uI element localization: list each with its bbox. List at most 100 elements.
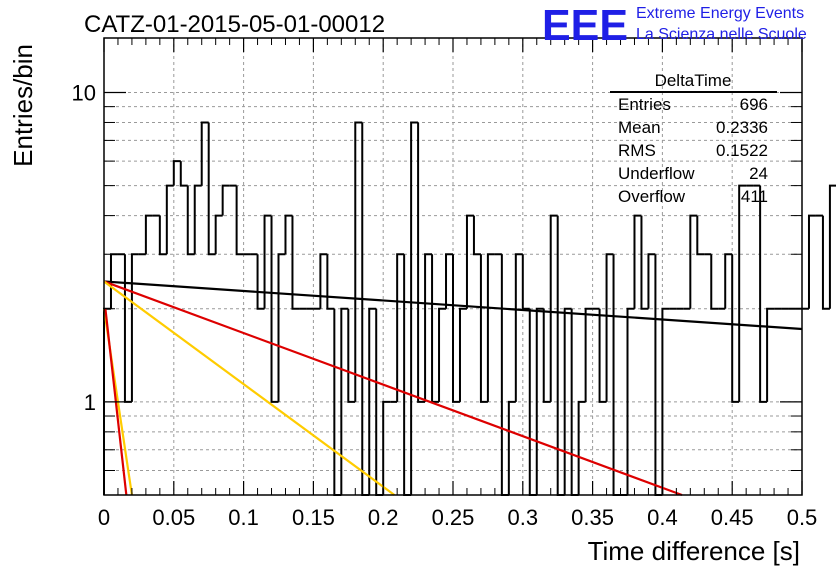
histogram-bin [821,215,830,310]
histogram-bin [598,308,607,403]
histogram-bin [291,215,300,310]
histogram-bin [696,215,705,256]
histogram-bin [452,254,460,403]
logo-mark: EEE [542,1,628,50]
histogram-bin [263,214,272,309]
histogram-bin [640,215,649,310]
x-tick-label: 0.45 [711,505,754,530]
histogram-bin [807,214,816,309]
histogram-bin [458,307,467,402]
stats-label-rms: RMS [618,141,656,160]
histogram-bin [340,307,349,495]
histogram-bin [270,215,279,403]
histogram-bin [577,400,586,495]
histogram-bin [200,121,209,186]
histogram-bin [731,254,740,403]
histogram-bin [172,160,181,186]
histogram-bin [410,121,419,495]
histogram-bin [556,215,565,496]
histogram-bin [179,161,188,187]
histogram-bin [347,308,356,403]
histogram-bin [549,214,558,402]
histogram-bin [759,185,768,403]
x-tick-label: 0.3 [508,505,539,530]
stats-value-entries: 696 [740,95,768,114]
stats-value-underflow: 24 [749,164,768,183]
histogram-bin [500,254,509,496]
histogram-bin [396,253,405,402]
histogram-bin [438,307,447,402]
histogram-bin [186,185,195,256]
stats-label-overflow: Overflow [618,187,686,206]
x-tick-label: 0.2 [368,505,399,530]
histogram-bin [158,215,167,256]
x-tick-label: 0.25 [432,505,475,530]
y-tick-label: 1 [84,390,96,415]
histogram-bin [256,254,265,310]
fit-line [103,280,683,497]
histogram-bin [284,214,293,255]
x-tick-label: 0 [98,505,110,530]
x-tick-label: 0.4 [647,505,678,530]
histogram-bin [828,184,836,309]
histogram-bin [277,253,286,402]
histogram-bin [368,307,377,495]
chart-title: CATZ-01-2015-05-01-00012 [84,11,385,38]
histogram-bin [417,122,426,403]
histogram-bin [507,400,516,495]
x-tick-label: 0.15 [292,505,335,530]
histogram-bin [514,253,523,402]
histogram-bin [221,184,230,216]
histogram-bin [542,308,551,403]
stats-label-underflow: Underflow [618,164,695,183]
stats-value-rms: 0.1522 [716,141,768,160]
stats-title: DeltaTime [655,71,732,90]
histogram-bin [207,122,216,256]
histogram-bin [647,253,656,309]
y-tick-label: 10 [72,80,96,105]
stats-value-overflow: 411 [741,187,768,206]
histogram-bin [472,215,481,256]
histogram-bin [130,253,139,402]
fit-line [103,280,803,331]
histogram-bin [724,253,733,309]
histogram-bin [535,307,544,495]
histogram-bin [235,185,244,256]
histogram-bin [403,254,412,496]
fit-curves [102,280,803,497]
histogram-bin [521,254,530,310]
histogram-bin [479,254,488,403]
histogram-bin [445,253,453,309]
histogram-bin [486,253,495,402]
histogram-bin [661,307,670,495]
histogram-bin [654,254,663,496]
eee-logo: EEE Extreme Energy Events La Scienza nel… [542,1,807,50]
y-axis-ticks: 1 10 [72,80,802,496]
x-tick-label: 0.05 [152,505,195,530]
histogram-bin [144,214,153,255]
histogram-bin [605,253,614,402]
histogram-bin [626,307,635,495]
stats-box: DeltaTime Entries 696 Mean 0.2336 RMS 0.… [610,71,777,206]
histogram-bin [633,214,642,309]
fit-line [103,280,396,496]
x-axis-ticks: 0 0.05 0.1 0.15 0.2 0.25 0.3 0.35 0.4 0.45 0.5 [98,38,817,530]
histogram-bin [563,307,572,495]
histogram-bin [382,400,391,495]
stats-label-mean: Mean [618,118,661,137]
histogram-bin [193,184,202,255]
histogram-bin [214,214,223,255]
histogram-bin [584,307,593,402]
histogram-bin [612,254,621,496]
logo-line2: La Scienza nelle Scuole [636,26,807,43]
histogram-bin [738,184,747,402]
histogram-bin [465,214,474,309]
y-axis-label: Entries/bin [8,44,38,167]
histogram-bin [424,253,433,402]
histogram-bin [326,254,335,310]
histogram-bin [689,214,698,309]
stats-label-entries: Entries [618,95,671,114]
stats-value-mean: 0.2336 [716,118,768,137]
histogram-bin [123,254,132,403]
